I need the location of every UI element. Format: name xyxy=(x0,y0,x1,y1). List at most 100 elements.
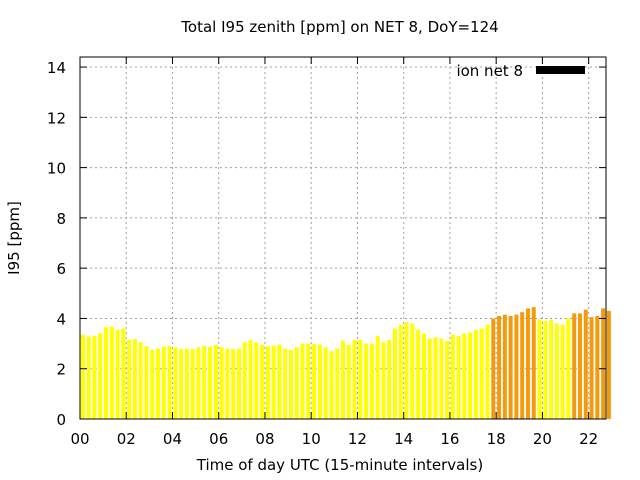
y-tick-label: 0 xyxy=(56,411,66,429)
bar xyxy=(404,322,409,419)
bar xyxy=(294,347,299,419)
bar xyxy=(606,310,611,419)
y-tick-label: 2 xyxy=(56,361,66,379)
x-tick-label: 08 xyxy=(255,430,274,448)
bar xyxy=(132,339,137,419)
bar xyxy=(277,344,282,419)
bar xyxy=(317,344,322,419)
bar xyxy=(341,340,345,419)
bar xyxy=(450,334,455,419)
bar xyxy=(161,346,166,419)
bar xyxy=(138,342,143,419)
bar xyxy=(98,333,103,419)
bar xyxy=(358,339,363,419)
bar xyxy=(393,328,398,419)
bar xyxy=(398,324,403,419)
bar xyxy=(381,342,386,419)
bar xyxy=(202,346,207,419)
y-tick-label: 12 xyxy=(47,109,66,127)
bar xyxy=(231,349,236,419)
bar xyxy=(115,329,120,419)
x-tick-label: 12 xyxy=(348,430,367,448)
bar xyxy=(104,327,109,419)
x-tick-label: 06 xyxy=(209,430,228,448)
bar xyxy=(577,313,582,419)
bar xyxy=(595,315,600,419)
bar xyxy=(283,348,288,419)
bar xyxy=(601,308,606,419)
bar xyxy=(583,309,588,419)
bar xyxy=(109,326,114,419)
bar xyxy=(323,347,328,419)
bar xyxy=(364,343,369,419)
bar xyxy=(265,346,270,419)
bar xyxy=(427,338,432,419)
bar xyxy=(329,351,334,419)
bar xyxy=(479,328,484,419)
bar xyxy=(352,339,357,419)
bar xyxy=(520,312,525,419)
bar xyxy=(248,339,253,419)
bar xyxy=(445,341,450,419)
x-axis-label: Time of day UTC (15-minute intervals) xyxy=(196,456,483,474)
bar xyxy=(312,344,317,419)
bar xyxy=(514,314,519,419)
bar xyxy=(260,344,265,419)
bar xyxy=(242,342,247,419)
bar xyxy=(288,349,293,419)
x-tick-label: 14 xyxy=(394,430,413,448)
bar xyxy=(508,315,513,419)
bar xyxy=(92,335,97,419)
y-tick-label: 4 xyxy=(56,310,66,328)
bar xyxy=(491,318,496,419)
bar xyxy=(589,317,594,419)
bar xyxy=(537,319,542,419)
x-tick-label: 16 xyxy=(440,430,459,448)
y-axis-label: I95 [ppm] xyxy=(5,201,23,275)
legend-label: ion net 8 xyxy=(456,62,523,80)
bar xyxy=(572,313,577,419)
bar xyxy=(456,336,461,419)
bar xyxy=(179,349,184,419)
bar xyxy=(421,333,426,419)
bar xyxy=(219,347,224,419)
bar xyxy=(554,323,559,419)
bar xyxy=(190,349,195,419)
bar xyxy=(306,343,311,419)
y-tick-label: 8 xyxy=(56,210,66,228)
x-tick-label: 00 xyxy=(70,430,89,448)
bar xyxy=(543,320,548,419)
bar xyxy=(156,348,161,419)
bar xyxy=(560,324,565,419)
bar xyxy=(208,346,213,419)
x-tick-label: 04 xyxy=(163,430,182,448)
bar xyxy=(531,307,536,419)
bar xyxy=(144,346,149,419)
bar xyxy=(416,329,421,419)
plot-frame xyxy=(79,56,607,420)
bar xyxy=(346,344,351,419)
bar xyxy=(473,329,478,419)
x-tick-label: 02 xyxy=(117,430,136,448)
bar xyxy=(213,344,218,419)
bar xyxy=(485,324,490,419)
y-tick-label: 14 xyxy=(47,59,66,77)
bar xyxy=(150,349,155,419)
bar xyxy=(497,315,502,419)
bar xyxy=(271,345,276,419)
bar xyxy=(300,343,305,419)
bar xyxy=(387,339,392,419)
bar xyxy=(225,348,230,419)
bar xyxy=(433,337,438,419)
y-tick-label: 10 xyxy=(47,160,66,178)
bar xyxy=(439,338,444,419)
bars xyxy=(80,307,611,419)
x-tick-label: 20 xyxy=(533,430,552,448)
bar xyxy=(468,332,473,419)
bar xyxy=(236,348,241,419)
bar xyxy=(335,348,340,419)
chart-title: Total I95 zenith [ppm] on NET 8, DoY=124 xyxy=(180,18,498,36)
bar xyxy=(127,339,132,419)
bar xyxy=(525,308,530,419)
bar xyxy=(566,318,571,419)
